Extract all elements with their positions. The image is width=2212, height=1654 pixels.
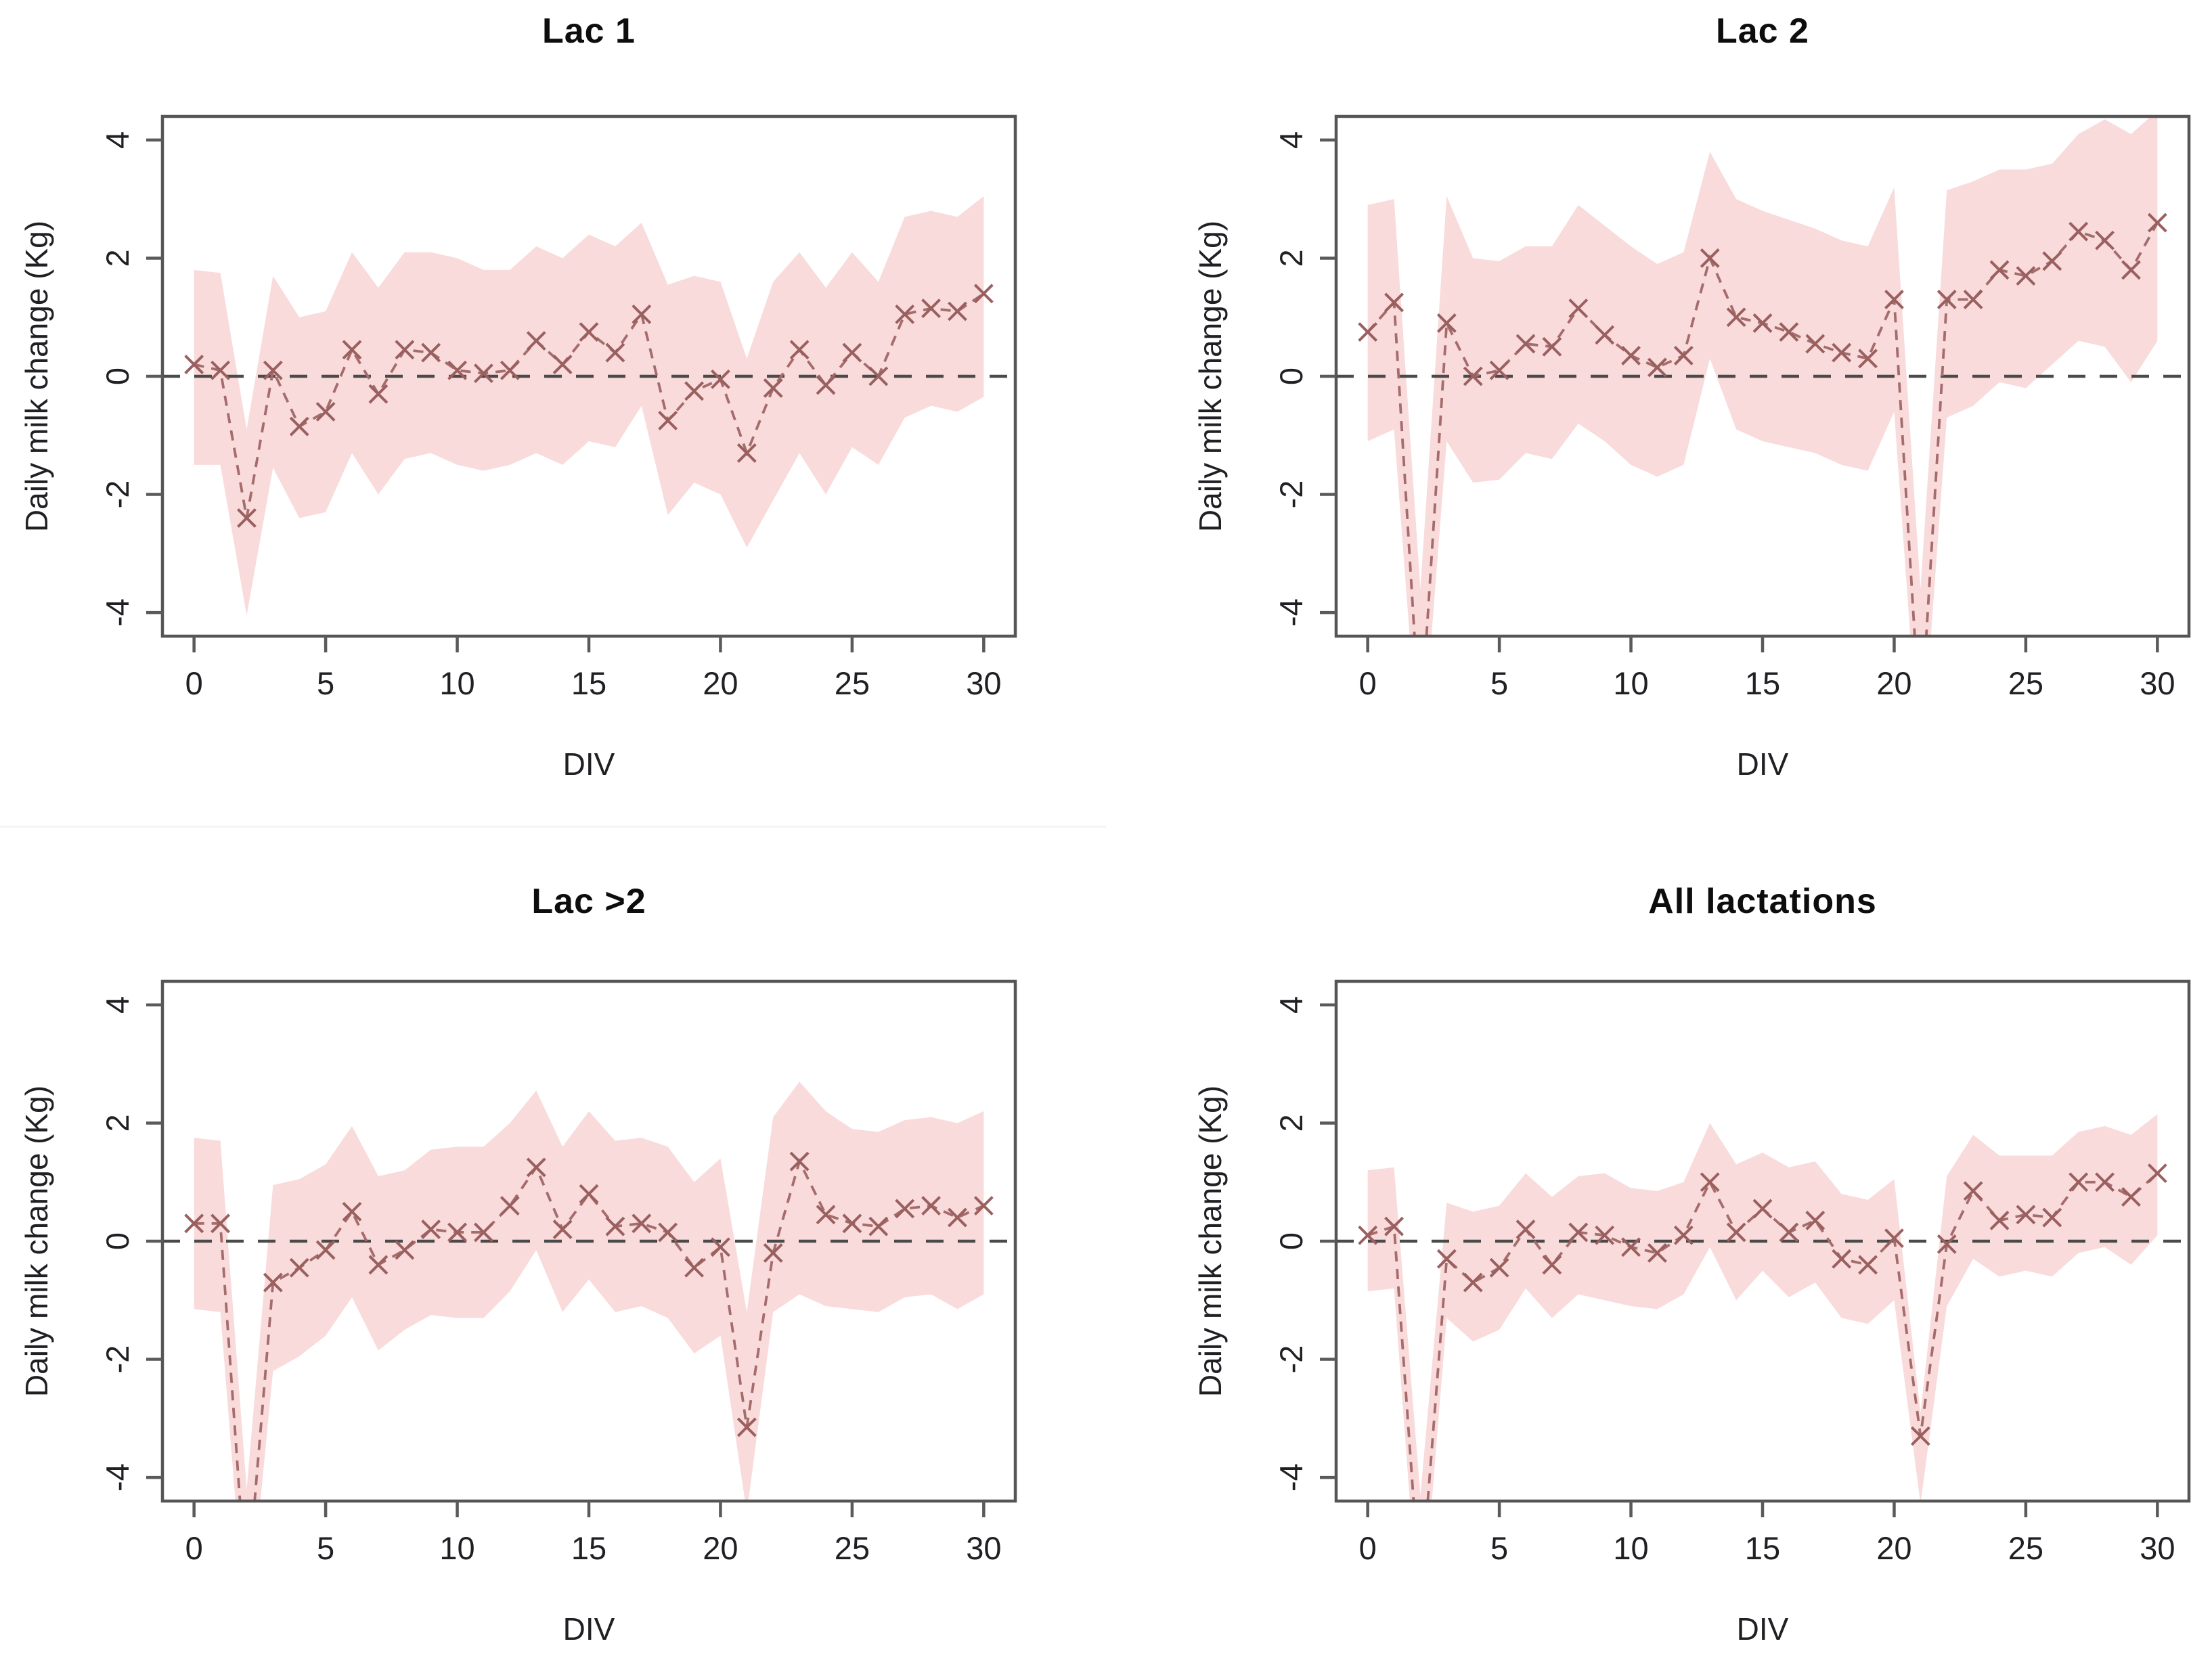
y-tick-label: 4 [1273,131,1309,149]
y-axis-label: Daily milk change (Kg) [19,1086,54,1397]
x-tick-label: 20 [703,1530,738,1566]
x-tick-label: 5 [1490,1530,1508,1566]
marker-x-points [184,1151,994,1437]
x-axis-label: DIV [1737,746,1789,782]
y-tick-label: 2 [99,1114,135,1132]
y-tick-label: 4 [99,131,135,149]
y-tick-label: 0 [99,367,135,385]
x-tick-label: 30 [2140,665,2175,701]
y-tick-label: 0 [1273,1232,1309,1250]
y-tick-label: 4 [99,996,135,1014]
x-tick-label: 15 [1745,1530,1780,1566]
marker-x-points [184,284,994,528]
y-axis-label: Daily milk change (Kg) [1193,221,1228,532]
panel-title-lac-gt2: Lac >2 [531,882,646,921]
x-tick-label: 20 [1876,665,1911,701]
all-lactations-plot: 0 5 10 15 20 25 30 -4 -2 0 2 4 DIV Daily milk change … [1193,979,2191,1647]
y-tick-label: -4 [1273,598,1309,627]
x-tick-label: 0 [1359,1530,1377,1566]
y-axis-label: Daily milk change (Kg) [1193,1086,1228,1397]
y-tick-label: -2 [99,480,135,509]
x-tick-label: 25 [835,1530,870,1566]
panel-title-lac1: Lac 1 [542,12,636,51]
y-tick-label: 2 [1273,249,1309,267]
y-tick-label: 0 [99,1232,135,1250]
x-tick-label: 10 [1613,1530,1648,1566]
confidence-band [1367,1114,2158,1501]
y-tick-label: -2 [1273,480,1309,509]
y-tick-label: 2 [1273,1114,1309,1132]
x-tick-label: 10 [439,665,474,701]
x-tick-label: 0 [185,665,203,701]
x-tick-label: 25 [835,665,870,701]
x-tick-label: 0 [185,1530,203,1566]
x-tick-label: 30 [966,1530,1001,1566]
panel-lac1: Lac 1 0 5 10 15 20 25 30 -4 -2 0 2 4 DIV Daily milk c… [0,0,1106,827]
x-axis-label: DIV [1737,1611,1789,1647]
y-axis-label: Daily milk change (Kg) [19,221,54,532]
confidence-band [194,196,984,616]
y-tick-label: -4 [99,598,135,627]
y-tick-label: -4 [99,1463,135,1492]
x-tick-label: 15 [1745,665,1780,701]
x-tick-label: 5 [317,1530,334,1566]
panel-title-all-lactations: All lactations [1648,882,1877,921]
image-seam-divider [0,826,1106,828]
y-tick-label: -4 [1273,1463,1309,1492]
x-tick-label: 10 [1613,665,1648,701]
lac-gt2-plot: 0 5 10 15 20 25 30 -4 -2 0 2 4 DIV Daily milk change … [19,979,1017,1647]
x-tick-label: 30 [966,665,1001,701]
y-tick-label: 2 [99,249,135,267]
x-tick-label: 5 [1490,665,1508,701]
x-tick-label: 15 [571,665,606,701]
y-tick-label: -2 [1273,1345,1309,1374]
x-tick-label: 20 [1876,1530,1911,1566]
panel-all-lactations: All lactations 0 5 10 15 20 25 30 -4 -2 0 2 4 DIV Dai… [1106,827,2212,1654]
x-tick-label: 25 [2008,1530,2043,1566]
x-tick-label: 10 [439,1530,474,1566]
x-tick-label: 15 [571,1530,606,1566]
x-tick-label: 25 [2008,665,2043,701]
panel-lac2: Lac 2 0 5 10 15 20 25 30 -4 -2 0 2 4 DIV Daily milk c… [1106,0,2212,827]
x-tick-label: 30 [2140,1530,2175,1566]
x-tick-label: 20 [703,665,738,701]
x-axis-label: DIV [563,746,615,782]
y-tick-label: 4 [1273,996,1309,1014]
y-tick-label: -2 [99,1345,135,1374]
x-tick-label: 5 [317,665,334,701]
lac2-plot: 0 5 10 15 20 25 30 -4 -2 0 2 4 DIV Daily milk change … [1193,114,2191,782]
marker-x-points [1358,213,2167,386]
y-tick-label: 0 [1273,367,1309,385]
x-tick-label: 0 [1359,665,1377,701]
x-axis-label: DIV [563,1611,615,1647]
panel-lac-gt2: Lac >2 0 5 10 15 20 25 30 -4 -2 0 2 4 DIV Daily milk … [0,827,1106,1654]
confidence-band [194,1081,984,1501]
panel-title-lac2: Lac 2 [1716,12,1809,51]
marker-x-points [1358,1163,2167,1446]
lac1-plot: 0 5 10 15 20 25 30 -4 -2 0 2 4 DIV Daily milk change … [19,114,1017,782]
